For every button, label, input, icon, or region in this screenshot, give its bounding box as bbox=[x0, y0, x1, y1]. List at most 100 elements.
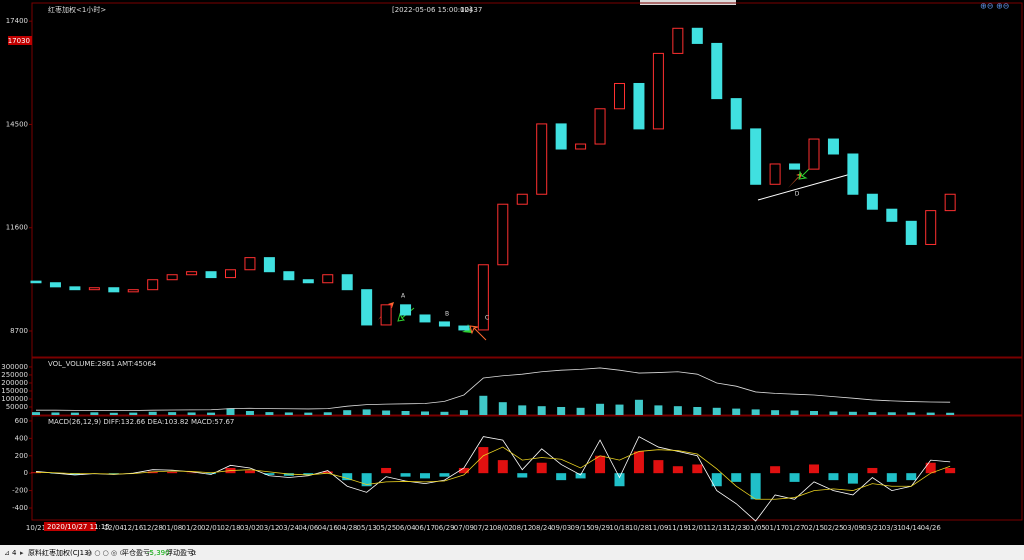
macd-bar bbox=[556, 473, 567, 481]
x-tick-label: 08/02 bbox=[493, 524, 513, 532]
x-tick-label: 03/21 bbox=[862, 524, 882, 532]
candle bbox=[438, 321, 450, 327]
x-tick-label: 01/05 bbox=[746, 524, 766, 532]
macd-bar bbox=[750, 473, 761, 500]
candle bbox=[575, 143, 587, 150]
status-icon[interactable]: ▸ bbox=[20, 549, 24, 557]
price-panel bbox=[31, 2, 1023, 358]
y-tick-label: 14500 bbox=[6, 120, 28, 128]
candle bbox=[302, 279, 314, 284]
volume-bar bbox=[829, 411, 838, 415]
status-bar bbox=[0, 545, 1024, 560]
volume-bar bbox=[537, 406, 546, 415]
candle bbox=[108, 287, 120, 293]
y-tick-label: 300000 bbox=[1, 363, 28, 371]
closed-pnl: -5,390 bbox=[147, 549, 170, 557]
sell-arrow bbox=[397, 307, 415, 322]
volume-bar bbox=[810, 410, 818, 415]
volume-bar bbox=[868, 412, 877, 415]
volume-bar bbox=[70, 412, 79, 415]
macd-bar bbox=[108, 473, 119, 475]
price-marker: 17030 bbox=[8, 37, 30, 45]
x-tick-label: 10/21 bbox=[26, 524, 46, 532]
macd-bar bbox=[206, 473, 217, 475]
y-tick-label: -400 bbox=[12, 504, 28, 512]
candle bbox=[672, 27, 684, 54]
x-tick-label: 05/13 bbox=[357, 524, 377, 532]
volume-bar bbox=[459, 410, 468, 415]
x-tick-label: 06/17 bbox=[415, 524, 435, 532]
x-tick-label: 07/21 bbox=[473, 524, 493, 532]
macd-bar bbox=[789, 473, 800, 482]
volume-bar bbox=[440, 411, 449, 415]
candle bbox=[205, 271, 217, 279]
x-tick-label: 03/31 bbox=[882, 524, 902, 532]
volume-bar bbox=[187, 412, 196, 415]
x-tick-label: 06/29 bbox=[434, 524, 454, 532]
candle bbox=[322, 274, 334, 284]
volume-bar bbox=[148, 411, 157, 415]
macd-bar bbox=[575, 473, 586, 479]
macd-bar bbox=[167, 471, 178, 474]
macd-bar bbox=[867, 467, 878, 474]
x-tick-label: 04/14 bbox=[901, 524, 922, 532]
volume-bar bbox=[343, 410, 352, 415]
status-icons[interactable]: ◎ ○ ○ ◎ ⊙ bbox=[86, 549, 125, 557]
candle bbox=[730, 98, 742, 130]
macd-bar bbox=[361, 473, 372, 487]
volume-bar bbox=[557, 406, 566, 415]
candle bbox=[88, 287, 100, 291]
y-tick-label: 250000 bbox=[1, 371, 28, 379]
macd-bar bbox=[342, 473, 353, 481]
volume-bar bbox=[576, 407, 585, 415]
candle bbox=[516, 193, 528, 205]
candle bbox=[905, 220, 917, 245]
volume-bar bbox=[90, 412, 99, 415]
volume-bar bbox=[479, 395, 488, 415]
x-tick-label: 07/09 bbox=[454, 524, 474, 532]
x-tick-label: 05/25 bbox=[376, 524, 396, 532]
cursor-label: 2020/10/27 11:15 bbox=[47, 523, 110, 531]
volume-bar bbox=[401, 410, 410, 415]
x-tick-label: 02/18 bbox=[220, 524, 240, 532]
x-tick-label: 01/20 bbox=[182, 524, 202, 532]
candle bbox=[789, 163, 801, 170]
x-tick-label: 01/27 bbox=[784, 524, 804, 532]
status-count: 4 bbox=[12, 549, 17, 557]
volume-bar bbox=[654, 405, 663, 415]
zoom-icons[interactable]: ⊕⊖ ⊕⊖ bbox=[980, 2, 1009, 11]
volume-bar bbox=[168, 412, 177, 415]
macd-bar bbox=[672, 466, 683, 474]
candle bbox=[614, 82, 625, 110]
status-icon[interactable]: ⊿ bbox=[4, 549, 10, 557]
y-tick-label: 200000 bbox=[1, 379, 28, 387]
volume-bar bbox=[732, 408, 741, 415]
background bbox=[0, 0, 1024, 545]
candle bbox=[147, 279, 159, 291]
macd-bar bbox=[244, 470, 255, 474]
candle bbox=[380, 304, 392, 326]
x-tick-label: 10/28 bbox=[629, 524, 649, 532]
candle bbox=[127, 289, 139, 293]
x-tick-label: 02/01 bbox=[201, 524, 221, 532]
x-tick-label: 09/03 bbox=[551, 524, 571, 532]
annotation: B bbox=[445, 311, 449, 318]
candle bbox=[166, 274, 178, 281]
candle bbox=[691, 27, 703, 44]
x-tick-label: 04/16 bbox=[318, 524, 339, 532]
cursor-label-box bbox=[44, 522, 96, 531]
candle bbox=[750, 128, 762, 185]
candle bbox=[847, 153, 859, 195]
macd-bar bbox=[439, 473, 450, 477]
macd-bar bbox=[283, 473, 294, 476]
float-pnl: 0 bbox=[191, 549, 195, 557]
y-tick-label: 100000 bbox=[1, 395, 28, 403]
candle bbox=[283, 271, 295, 281]
volume-bar bbox=[109, 412, 118, 415]
header-time: [2022-05-06 15:00:00] bbox=[392, 6, 472, 14]
candle bbox=[186, 271, 198, 276]
x-tick-label: 10/18 bbox=[609, 524, 629, 532]
closed-pnl-label: 平仓盈亏: bbox=[122, 548, 152, 557]
